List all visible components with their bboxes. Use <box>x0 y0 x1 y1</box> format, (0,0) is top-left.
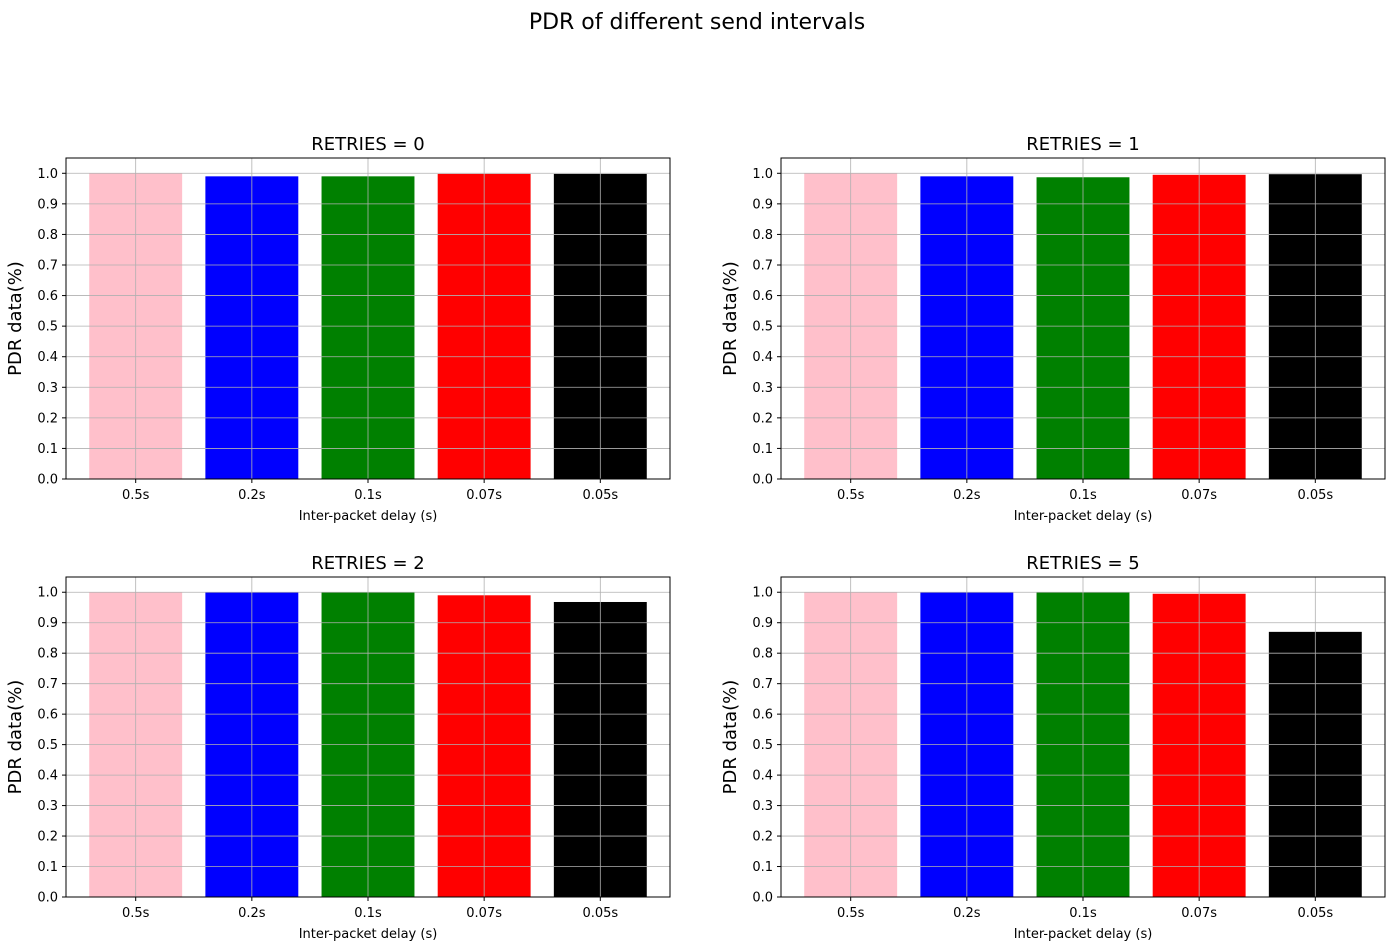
y-tick-label: 0.4 <box>37 769 58 784</box>
y-tick-label: 0.4 <box>752 350 773 365</box>
y-tick-label: 0.5 <box>752 738 773 753</box>
y-tick-label: 0.9 <box>37 197 58 212</box>
x-tick-label: 0.5s <box>122 906 150 921</box>
figure-title: PDR of different send intervals <box>529 10 865 35</box>
y-axis-label: PDR data(%) <box>720 261 741 376</box>
y-tick-label: 0.0 <box>752 891 773 906</box>
subplot-title: RETRIES = 2 <box>311 553 424 574</box>
y-tick-label: 0.3 <box>37 799 58 814</box>
subplot-title: RETRIES = 5 <box>1026 553 1139 574</box>
x-tick-label: 0.1s <box>1069 906 1097 921</box>
y-axis-label: PDR data(%) <box>720 680 741 795</box>
y-tick-label: 0.7 <box>37 677 58 692</box>
y-tick-label: 1.0 <box>752 167 773 182</box>
y-tick-label: 0.2 <box>37 411 58 426</box>
x-tick-label: 0.5s <box>837 906 865 921</box>
y-tick-label: 0.1 <box>37 860 58 875</box>
subplot-0: 0.0 0.1 0.2 0.3 0.4 0.5 0.6 0.7 0.8 0.9 1.0 0.5s 0.2… <box>5 134 671 524</box>
x-tick-label: 0.07s <box>1181 488 1217 503</box>
x-axis-label: Inter-packet delay (s) <box>299 927 438 942</box>
y-tick-label: 0.2 <box>752 830 773 845</box>
y-tick-label: 0.1 <box>752 860 773 875</box>
x-tick-label: 0.07s <box>466 488 502 503</box>
y-tick-label: 0.7 <box>752 259 773 274</box>
x-tick-label: 0.2s <box>953 488 981 503</box>
y-tick-label: 0.8 <box>752 647 773 662</box>
y-tick-label: 0.7 <box>752 677 773 692</box>
y-tick-label: 0.2 <box>752 411 773 426</box>
x-tick-label: 0.05s <box>1297 906 1333 921</box>
x-tick-label: 0.05s <box>1297 488 1333 503</box>
subplot-3: 0.0 0.1 0.2 0.3 0.4 0.5 0.6 0.7 0.8 0.9 1.0 0.5s 0.2… <box>720 553 1386 942</box>
y-tick-label: 0.8 <box>37 228 58 243</box>
y-tick-label: 0.6 <box>37 289 58 304</box>
y-axis-label: PDR data(%) <box>5 680 26 795</box>
y-tick-label: 0.0 <box>37 891 58 906</box>
y-tick-label: 0.5 <box>37 320 58 335</box>
y-tick-label: 0.1 <box>37 442 58 457</box>
y-tick-label: 0.6 <box>752 289 773 304</box>
y-tick-label: 0.9 <box>752 616 773 631</box>
x-tick-label: 0.07s <box>466 906 502 921</box>
y-tick-label: 0.9 <box>752 197 773 212</box>
x-tick-label: 0.05s <box>582 906 618 921</box>
y-tick-label: 1.0 <box>37 167 58 182</box>
y-tick-label: 0.0 <box>37 473 58 488</box>
subplot-2: 0.0 0.1 0.2 0.3 0.4 0.5 0.6 0.7 0.8 0.9 1.0 0.5s 0.2… <box>5 553 671 942</box>
y-tick-label: 0.4 <box>37 350 58 365</box>
x-tick-label: 0.05s <box>582 488 618 503</box>
y-tick-label: 0.6 <box>37 708 58 723</box>
y-tick-label: 0.3 <box>752 799 773 814</box>
x-axis-label: Inter-packet delay (s) <box>299 509 438 524</box>
y-tick-label: 0.3 <box>37 381 58 396</box>
subplot-title: RETRIES = 1 <box>1026 134 1139 155</box>
x-tick-label: 0.07s <box>1181 906 1217 921</box>
x-tick-label: 0.1s <box>354 906 382 921</box>
x-tick-label: 0.2s <box>238 906 266 921</box>
x-tick-label: 0.2s <box>238 488 266 503</box>
x-tick-label: 0.5s <box>122 488 150 503</box>
subplot-1: 0.0 0.1 0.2 0.3 0.4 0.5 0.6 0.7 0.8 0.9 1.0 0.5s 0.2… <box>720 134 1386 524</box>
y-tick-label: 0.9 <box>37 616 58 631</box>
y-tick-label: 0.7 <box>37 259 58 274</box>
y-tick-label: 0.2 <box>37 830 58 845</box>
x-tick-label: 0.2s <box>953 906 981 921</box>
x-tick-label: 0.5s <box>837 488 865 503</box>
x-tick-label: 0.1s <box>1069 488 1097 503</box>
subplot-title: RETRIES = 0 <box>311 134 424 155</box>
y-tick-label: 0.8 <box>752 228 773 243</box>
y-tick-label: 1.0 <box>37 586 58 601</box>
y-tick-label: 0.3 <box>752 381 773 396</box>
y-tick-label: 0.8 <box>37 647 58 662</box>
y-axis-label: PDR data(%) <box>5 261 26 376</box>
y-tick-label: 0.5 <box>752 320 773 335</box>
x-axis-label: Inter-packet delay (s) <box>1014 509 1153 524</box>
y-tick-label: 0.4 <box>752 769 773 784</box>
y-tick-label: 1.0 <box>752 586 773 601</box>
y-tick-label: 0.5 <box>37 738 58 753</box>
y-tick-label: 0.0 <box>752 473 773 488</box>
x-tick-label: 0.1s <box>354 488 382 503</box>
x-axis-label: Inter-packet delay (s) <box>1014 927 1153 942</box>
y-tick-label: 0.1 <box>752 442 773 457</box>
subplots: 0.0 0.1 0.2 0.3 0.4 0.5 0.6 0.7 0.8 0.9 1.0 0.5s 0.2… <box>5 134 1386 942</box>
y-tick-label: 0.6 <box>752 708 773 723</box>
